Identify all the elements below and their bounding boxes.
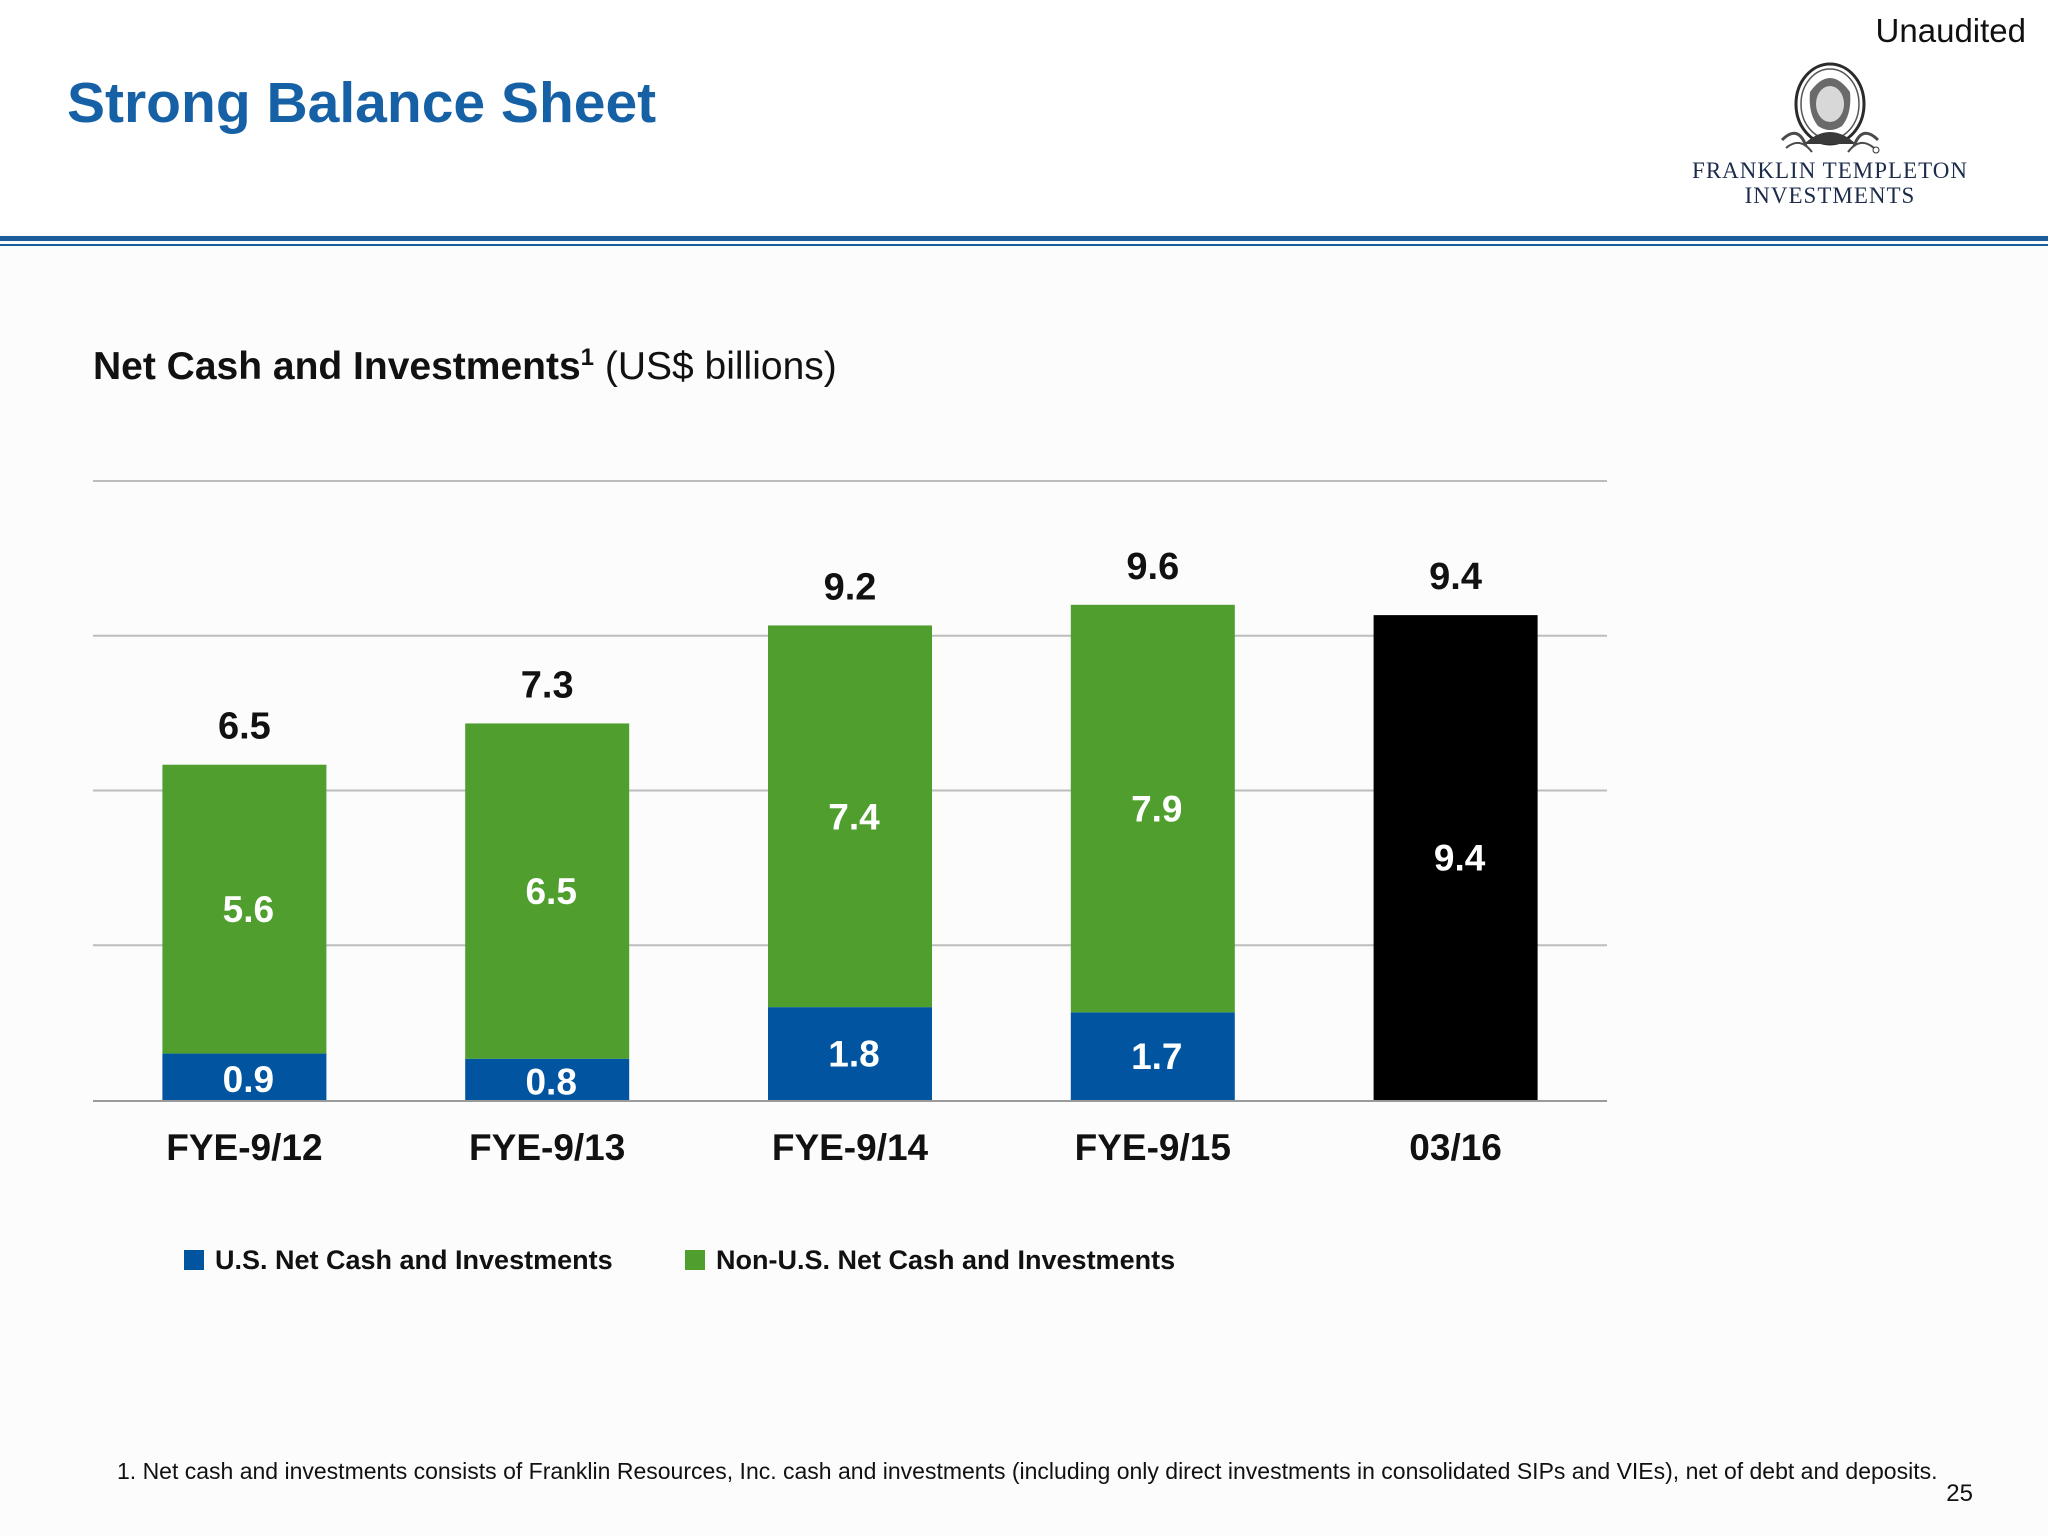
chart-subtitle: Net Cash and Investments1 (US$ billions) xyxy=(93,345,837,389)
chart-legend: U.S. Net Cash and Investments Non-U.S. N… xyxy=(184,1240,1284,1280)
page-number: 25 xyxy=(1946,1480,1973,1507)
category-label: 03/16 xyxy=(1409,1127,1502,1168)
bar-segment-2-1 xyxy=(162,764,327,1054)
bar-segment-1-3 xyxy=(768,1007,932,1100)
header-rule-thick xyxy=(0,236,2048,241)
segment-value-label: 5.6 xyxy=(223,889,274,930)
total-value-label: 9.2 xyxy=(824,566,877,608)
category-label: FYE-9/13 xyxy=(469,1127,625,1168)
header-rule-thin xyxy=(0,244,2048,246)
segment-value-label: 7.9 xyxy=(1131,789,1182,830)
category-label: FYE-9/14 xyxy=(772,1127,929,1168)
legend-item-us: U.S. Net Cash and Investments xyxy=(184,1240,613,1280)
segment-value-label: 0.9 xyxy=(223,1059,274,1100)
logo-wordmark-line2: INVESTMENTS xyxy=(1744,183,1916,208)
footnote: 1. Net cash and investments consists of … xyxy=(117,1458,1938,1484)
segment-value-label: 0.8 xyxy=(525,1061,576,1102)
bar-segment-2-4 xyxy=(1070,604,1235,1013)
segment-value-label: 1.7 xyxy=(1131,1036,1182,1077)
bar-segment-2-2 xyxy=(465,723,630,1059)
total-value-label: 9.6 xyxy=(1126,546,1179,588)
logo-wordmark-line1: FRANKLIN TEMPLETON xyxy=(1692,158,1968,183)
total-value-label: 7.3 xyxy=(521,664,574,706)
total-value-label: 9.4 xyxy=(1429,556,1482,598)
bar-segment-1-2 xyxy=(465,1058,630,1100)
segment-value-label: 1.8 xyxy=(828,1034,879,1075)
unaudited-label: Unaudited xyxy=(1875,12,2026,49)
bar-segment-3-5 xyxy=(1373,615,1538,1100)
segment-value-label: 9.4 xyxy=(1434,838,1486,879)
franklin-portrait-icon xyxy=(1780,62,1880,154)
total-value-label: 6.5 xyxy=(218,706,271,748)
legend-label-us: U.S. Net Cash and Investments xyxy=(215,1244,613,1275)
footnote-marker: 1 xyxy=(580,344,594,371)
category-label: FYE-9/15 xyxy=(1075,1127,1231,1168)
chart-subtitle-bold: Net Cash and Investments xyxy=(93,345,581,388)
slide-title: Strong Balance Sheet xyxy=(67,71,657,135)
category-label: FYE-9/12 xyxy=(166,1127,322,1168)
legend-swatch-non-us xyxy=(685,1250,705,1270)
bar-segment-1-1 xyxy=(162,1053,327,1100)
legend-label-non-us: Non-U.S. Net Cash and Investments xyxy=(716,1244,1176,1275)
segment-value-label: 7.4 xyxy=(828,796,880,837)
segment-value-label: 6.5 xyxy=(525,871,576,912)
header-band xyxy=(0,0,2048,232)
franklin-templeton-logo: FRANKLIN TEMPLETON INVESTMENTS xyxy=(1680,62,1980,212)
legend-item-non-us: Non-U.S. Net Cash and Investments xyxy=(685,1240,1175,1280)
chart-subtitle-unit: (US$ billions) xyxy=(604,345,837,388)
bar-segment-1-4 xyxy=(1070,1012,1235,1100)
bar-segment-2-3 xyxy=(768,625,932,1008)
legend-swatch-us xyxy=(184,1250,204,1270)
